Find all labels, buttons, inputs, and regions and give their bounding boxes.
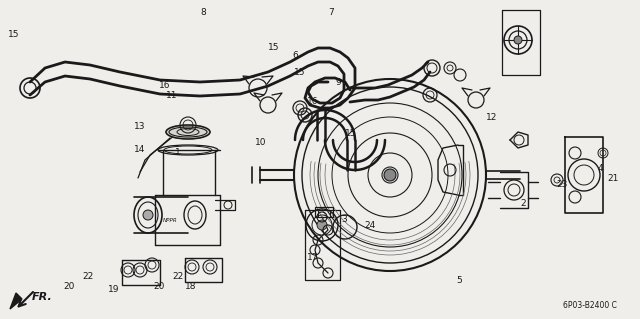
Circle shape bbox=[317, 220, 327, 230]
Text: 14: 14 bbox=[134, 145, 145, 154]
Text: 21: 21 bbox=[607, 174, 619, 182]
Circle shape bbox=[143, 210, 153, 220]
Circle shape bbox=[384, 169, 396, 181]
Bar bbox=[315, 207, 333, 217]
Text: 6P03-B2400 C: 6P03-B2400 C bbox=[563, 300, 617, 309]
Text: FR.: FR. bbox=[31, 292, 52, 302]
Text: 8: 8 bbox=[201, 8, 206, 17]
Text: 20: 20 bbox=[63, 282, 75, 291]
Text: 9: 9 bbox=[335, 78, 340, 87]
Text: 23: 23 bbox=[556, 180, 568, 189]
Text: 1: 1 bbox=[175, 148, 180, 157]
Polygon shape bbox=[10, 293, 22, 309]
Text: 4: 4 bbox=[598, 164, 603, 173]
Text: 19: 19 bbox=[108, 285, 120, 294]
Text: 18: 18 bbox=[185, 282, 196, 291]
Text: 11: 11 bbox=[166, 91, 177, 100]
Text: 2: 2 bbox=[521, 199, 526, 208]
Circle shape bbox=[514, 36, 522, 44]
Text: 16: 16 bbox=[307, 97, 318, 106]
Text: 15: 15 bbox=[8, 30, 20, 39]
Text: 20: 20 bbox=[153, 282, 164, 291]
Text: 5: 5 bbox=[457, 276, 462, 285]
Text: 15: 15 bbox=[268, 43, 280, 52]
Bar bbox=[318, 210, 330, 217]
Text: 15: 15 bbox=[294, 68, 305, 77]
Text: 24: 24 bbox=[364, 221, 376, 230]
Text: 17: 17 bbox=[307, 253, 318, 262]
Text: 6: 6 bbox=[293, 51, 298, 60]
Text: 10: 10 bbox=[255, 138, 267, 147]
Text: 22: 22 bbox=[172, 272, 184, 281]
Text: 7: 7 bbox=[329, 8, 334, 17]
Text: 16: 16 bbox=[159, 81, 171, 90]
Text: NPPR: NPPR bbox=[163, 218, 177, 222]
Text: 22: 22 bbox=[83, 272, 94, 281]
Ellipse shape bbox=[166, 125, 210, 139]
Text: 13: 13 bbox=[134, 122, 145, 131]
Text: 3: 3 bbox=[342, 215, 347, 224]
Text: 12: 12 bbox=[486, 113, 497, 122]
Text: 15: 15 bbox=[345, 129, 356, 138]
